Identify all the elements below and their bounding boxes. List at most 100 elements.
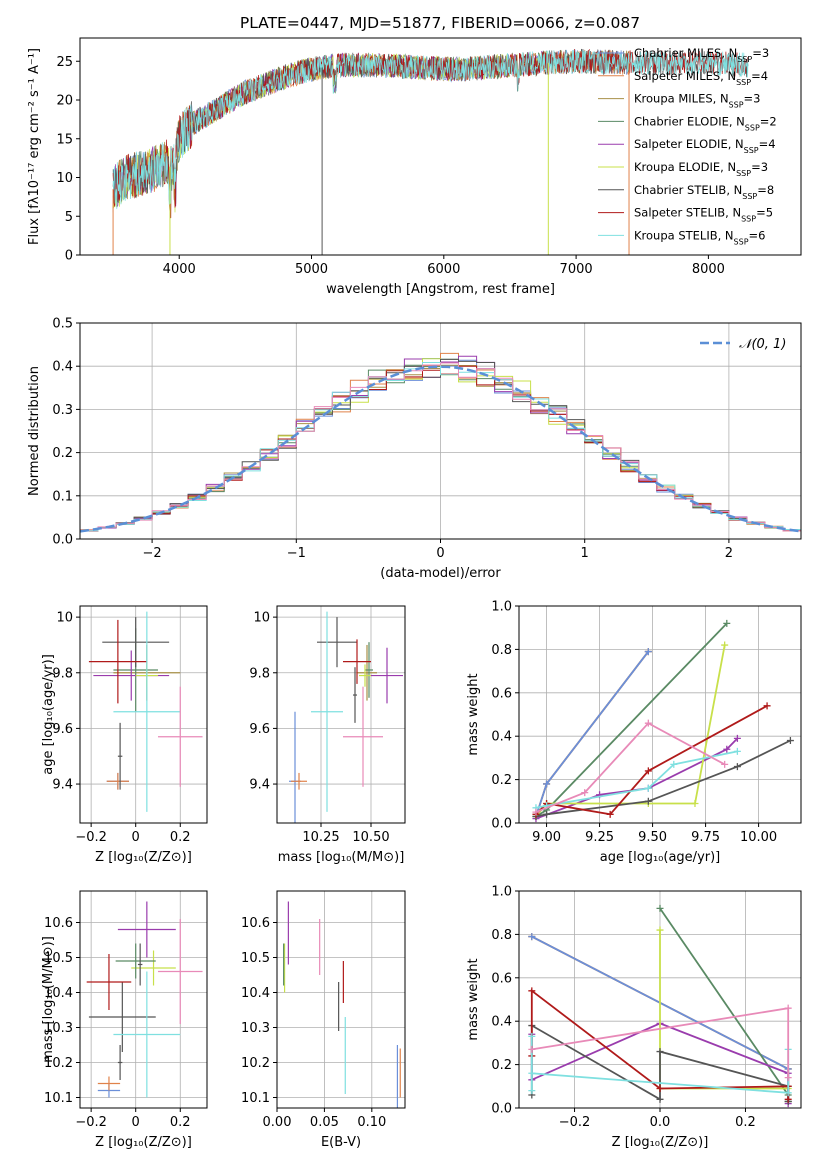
x-tick-label: 0.00 — [263, 1115, 292, 1130]
plot-area — [277, 606, 405, 823]
x-axis-label: age [log₁₀(age/yr)] — [600, 850, 721, 865]
y-axis-label: age [log₁₀(age/yr)] — [41, 654, 56, 775]
error-bar-point — [115, 943, 156, 979]
y-axis-label: Normed distribution — [27, 366, 42, 496]
y-tick-label: 0.4 — [52, 360, 73, 375]
legend-entry: Kroupa STELIB, NSSP=6 — [634, 228, 765, 246]
weight-marker — [543, 810, 551, 818]
x-tick-label: 0.2 — [170, 830, 191, 845]
y-tick-label: 10.6 — [241, 916, 270, 931]
x-tick-label: −0.2 — [75, 830, 107, 845]
error-bar-point — [97, 1076, 121, 1091]
x-axis-label: mass [log₁₀(M/M⊙)] — [278, 850, 405, 865]
x-tick-label: 9.75 — [691, 830, 720, 845]
x-tick-label: 5000 — [295, 262, 328, 277]
axes-frame — [79, 37, 802, 256]
weight-marker — [644, 767, 652, 775]
weight-marker — [528, 1069, 536, 1077]
y-tick-label: 0.4 — [491, 730, 512, 745]
error-bar-point — [359, 664, 371, 687]
x-tick-label: 4000 — [163, 262, 196, 277]
y-tick-label: 10.4 — [241, 986, 270, 1001]
y-tick-label: 10 — [56, 611, 73, 626]
weight-marker — [784, 1004, 792, 1012]
y-tick-label: 15 — [56, 132, 73, 147]
y-tick-label: 0.0 — [491, 817, 512, 832]
error-bar-point — [291, 772, 307, 790]
error-bar-point — [157, 919, 203, 1024]
data-layer — [112, 48, 749, 255]
y-tick-label: 0.0 — [491, 1102, 512, 1117]
x-tick-label: 8000 — [692, 262, 725, 277]
y-tick-label: 0.8 — [491, 643, 512, 658]
histogram-series — [80, 362, 801, 532]
legend-entry: Kroupa MILES, NSSP=3 — [634, 92, 760, 110]
x-axis-label: Z [log₁₀(Z/Z⊙)] — [95, 850, 192, 865]
y-tick-label: 9.8 — [52, 666, 73, 681]
weight-marker — [528, 1087, 536, 1095]
plot-area — [276, 891, 405, 1108]
x-tick-label: 10.25 — [302, 830, 339, 845]
axes-frame — [518, 605, 802, 824]
x-tick-label: 0 — [436, 546, 444, 561]
y-tick-label: 9.8 — [249, 666, 270, 681]
weight-marker — [528, 1045, 536, 1053]
y-tick-label: 0.8 — [491, 928, 512, 943]
y-tick-label: 10.2 — [241, 1056, 270, 1071]
weight-marker — [656, 904, 664, 912]
y-tick-label: 0 — [65, 249, 73, 264]
weight-marker — [528, 933, 536, 941]
x-axis-label: Z [log₁₀(Z/Z⊙)] — [95, 1135, 192, 1150]
y-tick-label: 10.5 — [241, 951, 270, 966]
x-tick-label: 0.05 — [310, 1115, 339, 1130]
weight-marker — [656, 926, 664, 934]
age-vs-metallicity-panel: −0.2 0 0.2 9.4 9.6 9.8 10 Z [log₁₀(Z/Z⊙)] age [l… — [41, 605, 208, 865]
error-bar-point — [113, 971, 181, 1098]
x-axis-label: (data-model)/error — [380, 566, 501, 581]
age-vs-mass-panel: 10.25 10.50 9.4 9.6 9.8 10 mass [log₁₀(M/M⊙)] — [249, 605, 406, 865]
error-bar-point — [137, 943, 143, 986]
axes-frame — [79, 605, 208, 824]
y-tick-label: 0.6 — [491, 686, 512, 701]
y-tick-label: 9.6 — [52, 722, 73, 737]
weight-marker — [733, 763, 741, 771]
weight-marker — [656, 1084, 664, 1092]
weight-marker — [528, 1032, 536, 1040]
x-tick-label: 9.50 — [638, 830, 667, 845]
axes-frame — [79, 890, 208, 1109]
legend-entry: Chabrier STELIB, NSSP=8 — [634, 183, 774, 201]
y-tick-label: 10.3 — [44, 1021, 73, 1036]
weight-marker — [723, 619, 731, 627]
error-bar-point — [157, 686, 203, 787]
x-tick-label: 2 — [725, 546, 733, 561]
error-bar-point — [357, 644, 377, 701]
spectrum-line — [112, 48, 749, 219]
weight-marker — [784, 1089, 792, 1097]
y-axis-label: mass weight — [466, 958, 481, 1040]
x-axis-label: Z [log₁₀(Z/Z⊙)] — [612, 1135, 709, 1150]
error-bar-point — [131, 950, 176, 986]
y-tick-label: 10.3 — [241, 1021, 270, 1036]
weight-marker — [786, 737, 794, 745]
weight-marker — [784, 1074, 792, 1082]
y-tick-label: 10.5 — [44, 951, 73, 966]
figure-title: PLATE=0447, MJD=51877, FIBERID=0066, z=0… — [240, 14, 640, 32]
weight-marker — [656, 1095, 664, 1103]
legend: Chabrier MILES, NSSP=3 Salpeter MILES, NS… — [598, 46, 777, 246]
error-bar-point — [117, 1045, 123, 1080]
weight-marker — [543, 780, 551, 788]
legend-entry: 𝒩(0, 1) — [739, 337, 786, 352]
legend-entry: Kroupa ELODIE, NSSP=3 — [634, 160, 768, 178]
plot-area — [80, 606, 207, 823]
y-tick-label: 9.6 — [249, 722, 270, 737]
error-bar-point — [88, 982, 156, 1052]
y-tick-label: 1.0 — [491, 885, 512, 900]
weight-vs-metallicity-panel: −0.2 0.0 0.2 0.0 0.2 0.4 0.6 0.8 1.0 Z [log₁₀(Z/Z… — [466, 885, 802, 1150]
weight-marker — [532, 808, 540, 816]
y-tick-label: 0.1 — [52, 489, 73, 504]
mass-vs-metallicity-panel: −0.2 0 0.2 10.1 10.2 10.3 10.4 10.5 10.6 Z [log₁₀… — [41, 890, 208, 1150]
data-layer — [528, 904, 792, 1108]
error-bar-point — [88, 619, 147, 704]
legend-entry: Chabrier ELODIE, NSSP=2 — [634, 114, 777, 131]
error-bar-point — [106, 772, 130, 790]
